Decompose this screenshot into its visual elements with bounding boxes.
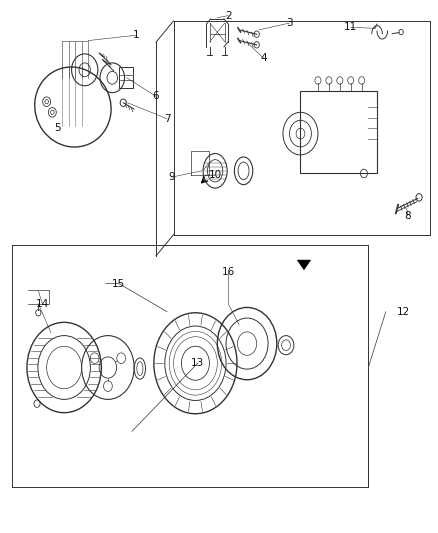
Text: 13: 13 (191, 358, 204, 368)
Text: 16: 16 (221, 267, 234, 277)
Bar (300, 91, 376, 173)
Bar (119, 67, 133, 88)
Text: 2: 2 (224, 11, 231, 21)
Text: 10: 10 (208, 170, 221, 180)
Text: 15: 15 (112, 279, 125, 288)
Polygon shape (297, 260, 310, 270)
Text: 5: 5 (54, 123, 61, 133)
Text: 11: 11 (343, 22, 357, 33)
Text: 6: 6 (152, 91, 159, 101)
Text: 3: 3 (286, 18, 292, 28)
Text: 8: 8 (403, 211, 410, 221)
Text: 9: 9 (168, 172, 174, 182)
Text: 14: 14 (35, 298, 49, 309)
Text: 1: 1 (133, 30, 139, 41)
Text: 7: 7 (163, 114, 170, 124)
Text: 4: 4 (259, 53, 266, 63)
Text: 12: 12 (396, 306, 409, 317)
